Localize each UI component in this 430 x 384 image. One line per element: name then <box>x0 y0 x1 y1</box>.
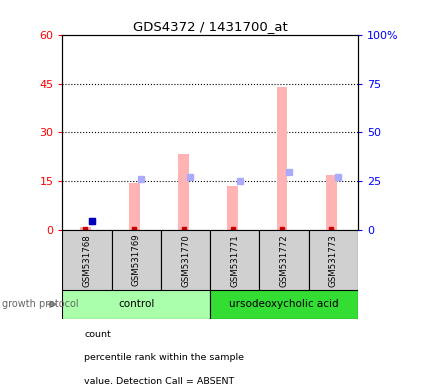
Bar <box>111 230 160 290</box>
Bar <box>210 290 357 319</box>
Text: GSM531769: GSM531769 <box>132 234 141 286</box>
Text: ursodeoxycholic acid: ursodeoxycholic acid <box>229 299 338 310</box>
Bar <box>210 230 259 290</box>
Bar <box>62 230 111 290</box>
Bar <box>325 175 336 230</box>
Bar <box>276 87 287 230</box>
Text: GSM531770: GSM531770 <box>181 234 190 286</box>
Text: GSM531768: GSM531768 <box>83 234 92 286</box>
Text: value, Detection Call = ABSENT: value, Detection Call = ABSENT <box>84 377 234 384</box>
Bar <box>80 227 90 230</box>
Bar <box>227 186 238 230</box>
Text: GSM531772: GSM531772 <box>279 234 288 286</box>
Title: GDS4372 / 1431700_at: GDS4372 / 1431700_at <box>132 20 287 33</box>
Text: count: count <box>84 329 111 339</box>
Text: GSM531771: GSM531771 <box>230 234 239 286</box>
Text: GSM531773: GSM531773 <box>328 234 337 286</box>
Bar <box>62 290 210 319</box>
Text: percentile rank within the sample: percentile rank within the sample <box>84 353 243 362</box>
Bar <box>160 230 210 290</box>
Bar <box>178 154 188 230</box>
Bar <box>259 230 308 290</box>
Bar <box>129 183 139 230</box>
Text: growth protocol: growth protocol <box>2 299 79 310</box>
Text: control: control <box>118 299 154 310</box>
Bar <box>308 230 357 290</box>
